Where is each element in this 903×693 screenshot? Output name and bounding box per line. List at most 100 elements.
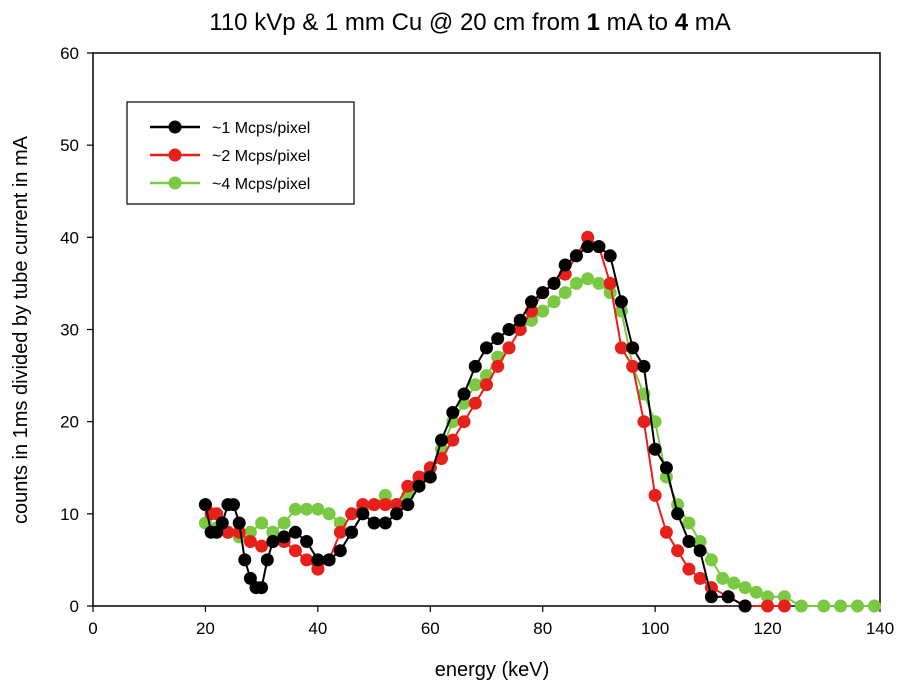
data-point	[243, 535, 257, 548]
series-layer	[198, 230, 881, 613]
data-point	[333, 525, 347, 539]
data-point	[547, 276, 561, 290]
title-part: 4	[675, 9, 689, 36]
y-tick-label: 50	[60, 136, 79, 155]
data-point	[659, 525, 673, 539]
data-point	[378, 488, 392, 502]
data-point	[311, 553, 325, 567]
series-1	[198, 240, 752, 613]
data-point	[603, 286, 617, 300]
data-point	[761, 599, 775, 613]
y-tick-label: 30	[60, 321, 79, 340]
data-point	[468, 396, 482, 410]
data-point	[232, 516, 246, 530]
data-point	[738, 599, 752, 613]
data-point	[390, 498, 404, 512]
data-point	[637, 359, 651, 373]
x-tick-label: 120	[753, 619, 781, 638]
title-part: mA to	[600, 9, 675, 36]
data-point	[794, 599, 808, 613]
data-point	[491, 359, 505, 373]
y-tick-label: 20	[60, 413, 79, 432]
data-point	[367, 498, 381, 512]
legend-label: ~4 Mcps/pixel	[212, 176, 310, 193]
data-point	[288, 544, 302, 558]
data-point	[693, 544, 707, 558]
data-point	[777, 590, 791, 604]
data-point	[378, 498, 392, 512]
data-point	[569, 249, 583, 263]
data-point	[356, 507, 370, 521]
data-point	[356, 498, 370, 512]
data-point	[333, 544, 347, 558]
y-tick-label: 40	[60, 228, 79, 247]
data-point	[345, 507, 359, 521]
data-point	[260, 553, 274, 567]
data-point	[311, 562, 325, 576]
data-point	[457, 415, 471, 429]
data-point	[412, 470, 426, 484]
legend-marker	[168, 176, 182, 190]
data-point	[300, 553, 314, 567]
legend-marker	[168, 120, 182, 134]
data-point	[390, 507, 404, 521]
data-point	[716, 571, 730, 585]
x-tick-label: 60	[421, 619, 440, 638]
data-point	[266, 525, 280, 539]
data-point	[457, 387, 471, 401]
legend-label: ~1 Mcps/pixel	[212, 120, 310, 137]
data-point	[502, 341, 516, 355]
data-point	[614, 341, 628, 355]
data-point	[198, 498, 212, 512]
data-point	[513, 313, 527, 327]
data-point	[255, 539, 269, 553]
data-point	[727, 576, 741, 590]
data-point	[322, 507, 336, 521]
data-point	[637, 415, 651, 429]
legend: ~1 Mcps/pixel ~2 Mcps/pixel ~4 Mcps/pixel	[126, 101, 355, 205]
data-point	[266, 535, 280, 548]
data-point	[468, 359, 482, 373]
data-point	[547, 295, 561, 309]
data-point	[423, 470, 437, 484]
y-tick-label: 60	[60, 44, 79, 63]
data-point	[311, 502, 325, 516]
data-point	[682, 535, 696, 548]
series-line	[204, 245, 746, 607]
data-point	[581, 240, 595, 254]
data-point	[367, 516, 381, 530]
data-point	[659, 461, 673, 475]
data-point	[277, 516, 291, 530]
y-tick-label: 0	[70, 597, 79, 616]
data-point	[300, 535, 314, 548]
data-point	[345, 525, 359, 539]
data-point	[378, 516, 392, 530]
data-point	[468, 378, 482, 392]
x-tick-label: 100	[641, 619, 669, 638]
title-part: 110 kVp & 1 mm Cu @ 20 cm from	[209, 9, 586, 36]
data-point	[215, 516, 229, 530]
data-point	[243, 525, 257, 539]
data-point	[626, 341, 640, 355]
data-point	[671, 544, 685, 558]
data-point	[255, 516, 269, 530]
data-point	[614, 295, 628, 309]
data-point	[412, 479, 426, 493]
data-point	[682, 562, 696, 576]
legend-box	[126, 101, 355, 205]
data-point	[536, 304, 550, 318]
data-point	[446, 406, 460, 419]
data-point	[322, 553, 336, 567]
data-point	[480, 378, 493, 392]
data-point	[867, 599, 881, 613]
data-point	[513, 323, 527, 336]
data-point	[738, 581, 752, 595]
data-point	[525, 295, 538, 309]
data-point	[592, 240, 606, 254]
plot-area: 0 20 40 60 80 100 120 140 0 10 20 30 40 50 60	[60, 44, 894, 638]
x-tick-label: 0	[88, 619, 97, 638]
chart-title: 110 kVp & 1 mm Cu @ 20 cm from 1 mA to 4…	[209, 9, 730, 36]
data-point	[558, 286, 572, 300]
title-part: 1	[587, 9, 600, 36]
